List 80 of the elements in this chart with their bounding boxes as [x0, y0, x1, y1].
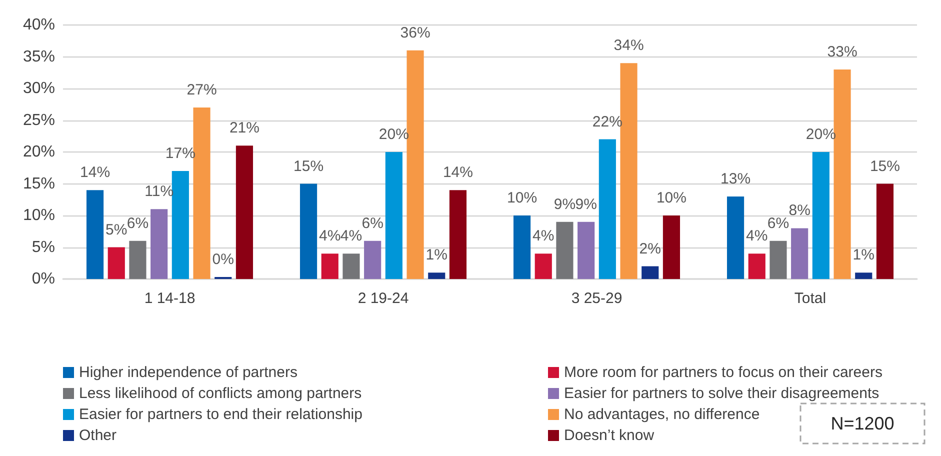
y-tick-label: 20% [22, 144, 55, 160]
bar [172, 171, 189, 279]
data-label: 4% [746, 228, 768, 245]
data-label: 33% [827, 43, 858, 60]
data-label: 8% [788, 202, 810, 220]
bar [662, 216, 680, 279]
data-label: 2% [639, 240, 661, 258]
bar [385, 152, 402, 279]
legend-label: Higher independence of partners [79, 364, 298, 381]
data-label: 5% [106, 221, 128, 238]
bar [364, 240, 382, 279]
data-label: 14% [442, 164, 473, 182]
data-label: 1% [852, 246, 874, 264]
data-label: 9% [575, 196, 597, 213]
data-label: 0% [212, 251, 234, 268]
data-label: 1% [426, 246, 448, 264]
x-tick-label: Total [794, 290, 826, 307]
legend-label: Less likelihood of conflicts among partners [79, 385, 362, 402]
bar [578, 222, 595, 279]
data-label: 13% [720, 170, 751, 188]
data-label: 4% [532, 228, 554, 245]
bar [342, 254, 360, 279]
x-tick-label: 2 19-24 [358, 290, 409, 307]
bar [86, 190, 104, 279]
y-tick-label: 5% [32, 238, 55, 256]
bar [193, 108, 210, 279]
y-tick-label: 15% [22, 175, 55, 192]
bar [406, 50, 424, 279]
data-label: 6% [362, 214, 384, 232]
legend-label: Easier for partners to end their relationship [79, 406, 362, 423]
bar [791, 228, 808, 279]
bar [556, 222, 574, 279]
data-label: 9% [554, 196, 576, 213]
data-label: 34% [614, 37, 644, 54]
bar [855, 272, 872, 279]
legend-label: No advantages, no difference [564, 406, 760, 423]
bar [834, 69, 851, 279]
bar [748, 254, 766, 279]
bar [300, 184, 318, 279]
x-tick-label: 1 14-18 [144, 290, 196, 307]
data-label: 27% [186, 82, 217, 99]
legend-label: Doesn’t know [564, 427, 654, 444]
bar [534, 254, 552, 279]
legend-label: Easier for partners to solve their disagreements [564, 385, 880, 402]
y-tick-label: 0% [32, 270, 55, 288]
data-label: 10% [507, 190, 538, 206]
x-tick-label: 3 25-29 [571, 290, 622, 307]
data-label: 36% [400, 24, 430, 42]
bar [236, 146, 254, 279]
bar [108, 247, 125, 279]
data-label: 10% [656, 190, 686, 206]
data-label: 15% [294, 158, 324, 175]
bar [642, 266, 659, 279]
bar [598, 139, 616, 279]
data-label: 4% [340, 228, 362, 245]
bar [321, 254, 338, 279]
bar [513, 216, 531, 279]
legend-label: Other [79, 427, 117, 444]
data-label: 21% [229, 120, 260, 137]
bar [770, 240, 787, 279]
y-tick-label: 35% [22, 48, 55, 66]
legend-label: More room for partners to focus on their careers [564, 364, 882, 381]
bar [876, 184, 894, 279]
bar [449, 190, 467, 279]
y-tick-label: 30% [22, 80, 55, 97]
bar [129, 240, 146, 279]
text: N=1200 [830, 414, 894, 434]
data-label: 6% [126, 214, 149, 232]
bar [620, 63, 638, 279]
y-tick-label: 25% [22, 112, 55, 129]
y-tick-label: 10% [22, 207, 55, 224]
bar [812, 152, 830, 279]
data-label: 6% [767, 214, 790, 232]
y-tick-label: 40% [22, 16, 55, 34]
data-label: 4% [319, 228, 341, 245]
data-label: 15% [870, 158, 900, 175]
bar [150, 209, 168, 279]
data-label: 14% [80, 164, 110, 182]
bar [428, 272, 446, 279]
bar [726, 196, 744, 279]
